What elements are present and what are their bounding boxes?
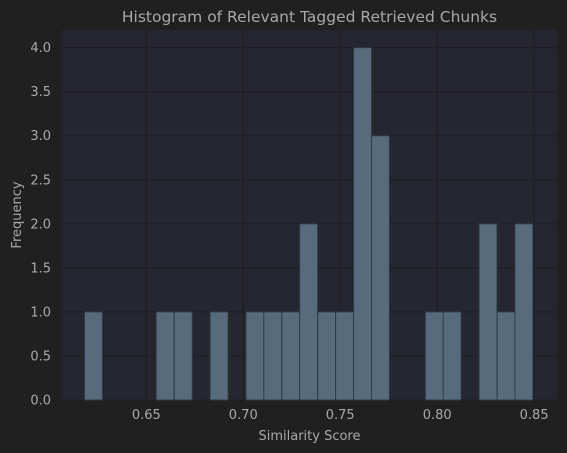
y-tick-label: 2.5	[30, 173, 51, 188]
x-tick-label: 0.75	[326, 408, 355, 423]
y-tick-label: 2.0	[30, 217, 51, 232]
y-axis-title: Frequency	[10, 181, 25, 248]
histogram-bar	[514, 223, 534, 401]
histogram-bar	[424, 311, 444, 401]
histogram-bar	[442, 311, 462, 401]
y-tick-label: 3.0	[30, 129, 51, 144]
histogram-bar	[173, 311, 193, 401]
histogram-bar	[299, 223, 319, 401]
histogram-bars	[83, 47, 534, 401]
histogram-bar	[209, 311, 229, 401]
histogram-bar	[317, 311, 337, 401]
y-tick-label: 0.0	[30, 394, 51, 409]
histogram-bar	[370, 135, 390, 401]
y-tick-label: 1.5	[30, 261, 51, 276]
histogram-bar	[281, 311, 301, 401]
x-tick-label: 0.80	[423, 408, 452, 423]
histogram-bar	[83, 311, 103, 401]
histogram-bar	[245, 311, 265, 401]
histogram-bar	[478, 223, 498, 401]
y-axis-ticks: 0.0 0.5 1.0 1.5 2.0 2.5 3.0 3.5 4.0	[30, 41, 51, 408]
y-tick-label: 3.5	[30, 85, 51, 100]
x-tick-label: 0.85	[520, 408, 549, 423]
histogram-bar	[496, 311, 516, 401]
y-tick-label: 1.0	[30, 305, 51, 320]
y-tick-label: 0.5	[30, 349, 51, 364]
x-axis-ticks: 0.65 0.70 0.75 0.80 0.85	[132, 408, 549, 423]
x-axis-title: Similarity Score	[258, 429, 360, 444]
chart-title: Histogram of Relevant Tagged Retrieved C…	[122, 8, 497, 26]
x-tick-label: 0.65	[132, 408, 161, 423]
y-tick-label: 4.0	[30, 41, 51, 56]
histogram-bar	[335, 311, 355, 401]
histogram-bar	[353, 47, 373, 401]
histogram-bar	[155, 311, 175, 401]
x-tick-label: 0.70	[229, 408, 258, 423]
histogram-bar	[263, 311, 283, 401]
